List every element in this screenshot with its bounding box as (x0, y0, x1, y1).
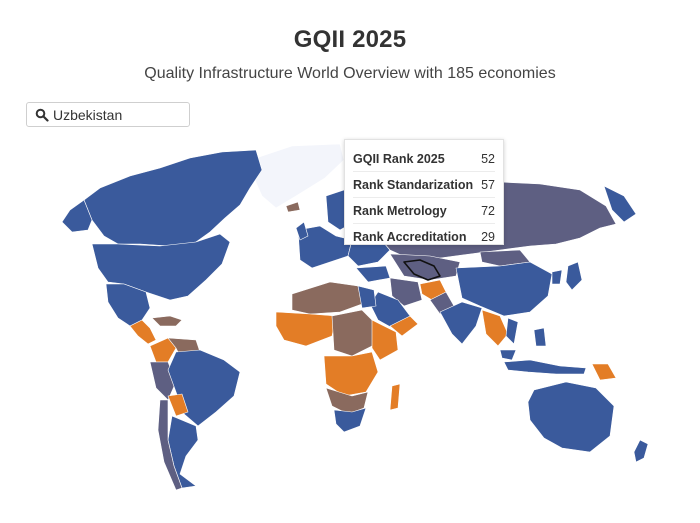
country-iran[interactable] (389, 277, 423, 307)
country-bolivia[interactable] (167, 393, 189, 417)
country-colombia[interactable] (149, 337, 177, 363)
country-australia[interactable] (527, 381, 615, 453)
region-north-africa[interactable] (291, 281, 363, 315)
country-egypt[interactable] (357, 285, 377, 309)
search-input[interactable] (53, 106, 183, 123)
region-central-south-africa[interactable] (323, 351, 379, 397)
region-southern-africa[interactable] (325, 387, 369, 415)
tooltip-row: Rank Standarization 57 (353, 171, 495, 197)
country-new-zealand[interactable] (633, 439, 649, 463)
country-indonesia[interactable] (503, 359, 587, 375)
country-alaska[interactable] (61, 199, 93, 233)
country-canada[interactable] (83, 149, 263, 247)
country-philippines[interactable] (533, 327, 547, 347)
country-chile[interactable] (157, 399, 183, 491)
tooltip-row: Rank Accreditation 29 (353, 223, 495, 249)
country-usa[interactable] (91, 233, 231, 301)
region-east-africa[interactable] (371, 319, 399, 361)
country-turkey[interactable] (355, 265, 391, 283)
tooltip-label: GQII Rank 2025 (353, 151, 445, 166)
page-subtitle: Quality Infrastructure World Overview wi… (144, 65, 556, 82)
country-uk[interactable] (295, 221, 309, 241)
region-west-africa[interactable] (275, 311, 337, 347)
tooltip-value: 72 (481, 203, 495, 218)
country-japan[interactable] (565, 261, 583, 291)
region-central-africa[interactable] (331, 309, 377, 357)
tooltip-label: Rank Metrology (353, 203, 447, 218)
country-malaysia[interactable] (499, 349, 517, 361)
country-korea[interactable] (551, 269, 563, 285)
country-china[interactable] (455, 261, 553, 317)
country-vietnam[interactable] (505, 317, 519, 345)
page-title: GQII 2025 (293, 26, 407, 53)
country-kamchatka[interactable] (603, 185, 637, 223)
tooltip-row: GQII Rank 2025 52 (353, 146, 495, 171)
tooltip-label: Rank Standarization (353, 177, 474, 192)
tooltip-label: Rank Accreditation (353, 229, 467, 244)
country-papua-new-guinea[interactable] (591, 363, 617, 381)
region-caribbean[interactable] (151, 315, 183, 327)
country-uzbekistan[interactable] (403, 259, 441, 281)
country-search[interactable] (26, 102, 190, 127)
tooltip-value: 52 (481, 151, 495, 166)
tooltip-row: Rank Metrology 72 (353, 197, 495, 223)
region-southeast-asia[interactable] (481, 309, 509, 347)
region-central-america[interactable] (129, 319, 157, 345)
country-yemen-oman[interactable] (389, 315, 419, 337)
country-iceland[interactable] (285, 201, 301, 213)
country-madagascar[interactable] (389, 383, 401, 411)
tooltip-value: 29 (481, 229, 495, 244)
country-south-africa[interactable] (333, 407, 367, 433)
country-tooltip: GQII Rank 2025 52 Rank Standarization 57… (344, 139, 504, 245)
tooltip-value: 57 (481, 177, 495, 192)
country-india[interactable] (439, 301, 483, 345)
greenland[interactable] (249, 143, 345, 209)
search-icon (35, 108, 49, 122)
